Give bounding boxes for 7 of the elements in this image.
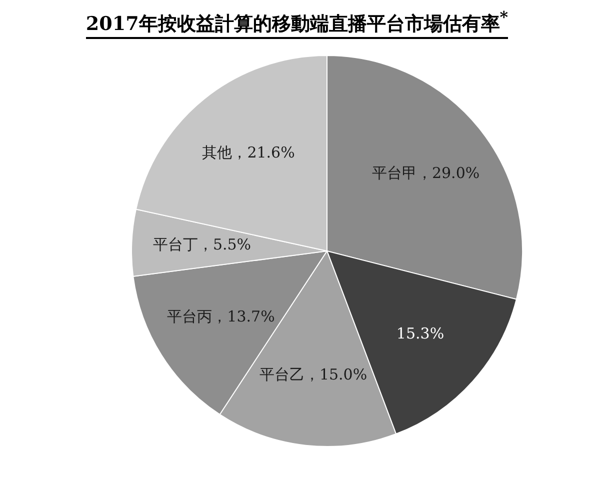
slice-label: 平台丙，13.7% xyxy=(167,308,275,326)
slice-label: 平台甲，29.0% xyxy=(372,164,480,182)
data-label: 15.3% xyxy=(396,324,444,343)
slice-label: 其他，21.6% xyxy=(202,144,295,162)
chart-title: 2017年按收益計算的移動端直播平台市場估有率$^{*}$ xyxy=(86,8,508,38)
slice-label: 平台丁，5.5% xyxy=(152,236,252,254)
slice-label: 平台乙，15.0% xyxy=(259,366,368,384)
